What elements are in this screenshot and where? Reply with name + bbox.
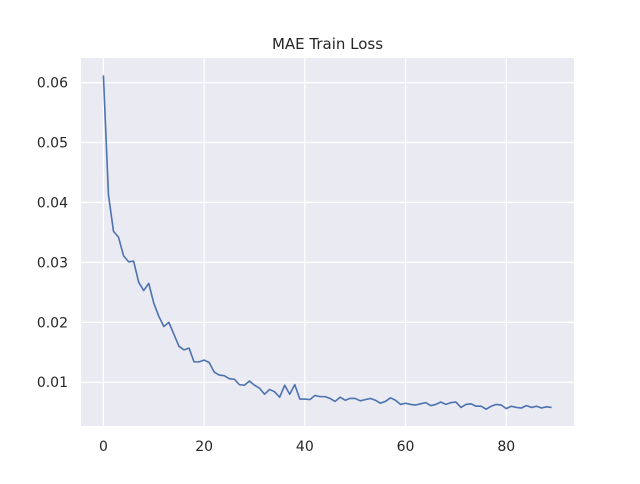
- series-layer: [102, 75, 552, 411]
- x-tick-label: 40: [296, 439, 314, 455]
- x-tick-label: 80: [497, 439, 515, 455]
- x-tick-label: 0: [99, 439, 108, 455]
- y-tick-label: 0.02: [37, 315, 68, 331]
- series-line: [102, 75, 552, 411]
- plot-area: [81, 58, 574, 426]
- x-tick-label: 60: [397, 439, 415, 455]
- grid-lines: [81, 58, 574, 426]
- x-axis-ticks: 0 20 40 60 80: [99, 439, 515, 455]
- y-tick-label: 0.03: [37, 255, 68, 271]
- y-tick-label: 0.05: [37, 136, 68, 152]
- chart-title: MAE Train Loss: [272, 35, 383, 53]
- y-tick-label: 0.06: [37, 76, 68, 92]
- y-tick-label: 0.04: [37, 195, 68, 211]
- y-tick-label: 0.01: [37, 375, 68, 391]
- x-tick-label: 20: [195, 439, 213, 455]
- y-axis-ticks: 0.01 0.02 0.03 0.04 0.05 0.06: [37, 76, 68, 392]
